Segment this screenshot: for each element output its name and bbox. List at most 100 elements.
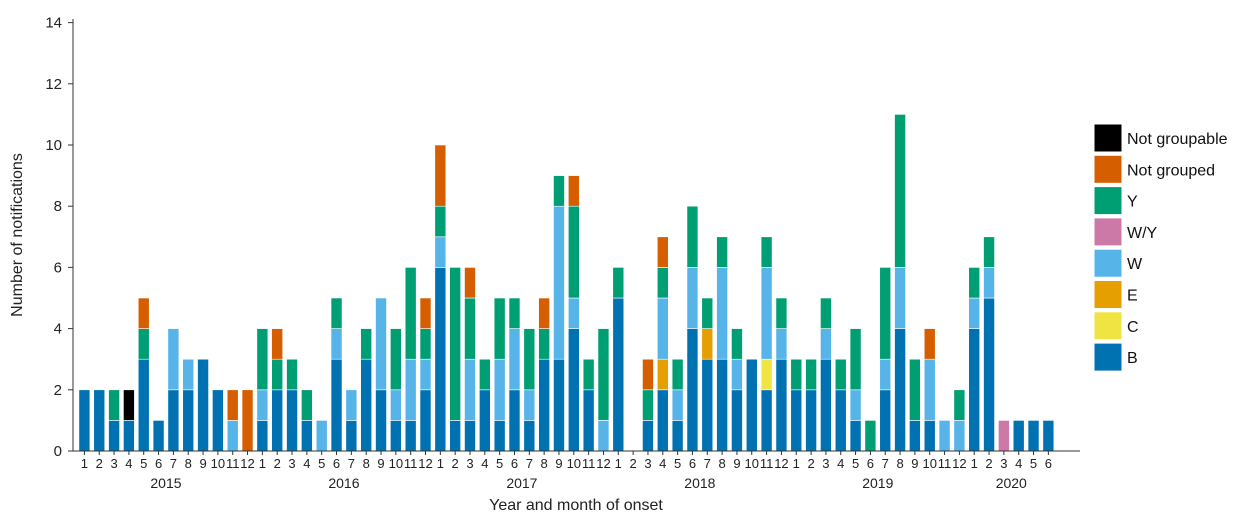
x-tick-label: 11	[582, 456, 596, 471]
bar-segment-not-grouped	[226, 389, 239, 421]
x-tick-label: 2	[630, 456, 637, 471]
bar-segment-w-y	[998, 420, 1010, 452]
bar-segment-b	[167, 389, 180, 452]
bar-segment-w	[464, 358, 476, 421]
x-tick-label: 4	[1015, 456, 1022, 471]
bar-segment-y	[449, 267, 461, 421]
legend-swatch-not-groupable	[1093, 123, 1123, 153]
x-tick-label: 5	[674, 456, 681, 471]
bar-segment-b	[745, 358, 758, 452]
bar-segment-w	[523, 389, 536, 421]
bar-segment-y	[953, 389, 966, 421]
bar-segment-not-groupable	[123, 389, 135, 421]
bar-segment-y	[553, 175, 565, 207]
bar-segment-b	[419, 389, 432, 452]
x-tick-label: 9	[199, 456, 206, 471]
bar-segment-y	[137, 328, 150, 360]
legend-swatch-b	[1093, 342, 1123, 372]
bar-segment-w	[390, 389, 402, 421]
bar-segment-w	[820, 328, 832, 360]
bar-segment-e	[656, 358, 669, 391]
bar-segment-y	[671, 358, 684, 391]
x-tick-label: 10	[745, 456, 759, 471]
bar-segment-b	[671, 420, 684, 452]
bars-layer	[78, 114, 1055, 452]
bar-segment-b	[479, 389, 491, 452]
x-tick-label: 10	[567, 456, 581, 471]
bar-segment-b	[93, 389, 106, 452]
x-tick-label: 9	[377, 456, 384, 471]
legend-label-c: C	[1127, 319, 1139, 336]
y-axis-title: Number of notifications	[9, 153, 26, 317]
bar-segment-not-grouped	[271, 328, 284, 360]
legend-swatch-w	[1093, 248, 1123, 278]
x-tick-label: 7	[704, 456, 711, 471]
bar-segment-b	[1042, 420, 1055, 452]
bar-segment-b	[434, 267, 447, 452]
year-label: 2019	[862, 475, 893, 491]
bar-segment-b	[923, 420, 936, 452]
x-tick-label: 11	[404, 456, 418, 471]
bar-segment-y	[834, 358, 847, 391]
bar-segment-y	[360, 328, 372, 360]
bar-segment-e	[701, 328, 714, 360]
bar-segment-b	[375, 389, 387, 452]
bar-segment-b	[612, 297, 625, 452]
year-label: 2016	[328, 475, 359, 491]
y-tick-label: 4	[54, 321, 62, 338]
bar-segment-not-grouped	[434, 144, 447, 207]
bar-segment-y	[775, 297, 788, 329]
x-tick-label: 1	[793, 456, 800, 471]
bar-segment-b	[820, 358, 832, 452]
bar-segment-y	[419, 328, 432, 360]
x-tick-label: 7	[348, 456, 355, 471]
bar-segment-w	[568, 297, 580, 329]
bar-segment-not-grouped	[923, 328, 936, 360]
bar-segment-b	[256, 420, 269, 452]
legend-label-e: E	[1127, 288, 1138, 305]
legend-label-w: W	[1127, 256, 1143, 273]
bar-segment-b	[582, 389, 595, 452]
bar-segment-w	[938, 420, 951, 452]
bar-segment-b	[731, 389, 743, 452]
bar-segment-y	[538, 328, 550, 360]
bar-segment-w	[731, 358, 743, 391]
x-tick-label: 5	[318, 456, 325, 471]
bar-segment-b	[523, 420, 536, 452]
bar-segment-b	[716, 358, 728, 452]
legend-swatch-e	[1093, 280, 1123, 309]
x-tick-label: 1	[437, 456, 444, 471]
x-tick-label: 2	[985, 456, 992, 471]
legend-label-y: Y	[1127, 194, 1138, 211]
x-tick-label: 6	[1045, 456, 1052, 471]
bar-segment-w	[968, 297, 981, 329]
x-axis-title: Year and month of onset	[489, 497, 663, 514]
bar-segment-w	[493, 358, 506, 421]
bar-segment-w	[775, 328, 788, 360]
year-label: 2017	[506, 475, 537, 491]
y-tick-label: 8	[54, 198, 62, 215]
legend-label-b: B	[1127, 350, 1138, 367]
x-tick-label: 9	[911, 456, 918, 471]
x-tick-label: 1	[81, 456, 88, 471]
bar-segment-w	[716, 267, 728, 360]
bar-segment-b	[271, 389, 284, 452]
bar-segment-b	[286, 389, 298, 452]
bar-segment-y	[301, 389, 313, 421]
bar-segment-b	[1027, 420, 1040, 452]
x-tick-label: 12	[596, 456, 610, 471]
bar-segment-y	[493, 297, 506, 360]
x-tick-label: 4	[659, 456, 666, 471]
x-tick-label: 8	[185, 456, 192, 471]
legend-label-not-grouped: Not grouped	[1127, 162, 1215, 179]
bar-segment-w	[404, 358, 417, 421]
bar-segment-w	[849, 389, 862, 421]
bar-segment-b	[493, 420, 506, 452]
x-tick-label: 2	[807, 456, 814, 471]
y-axis-ticks: 0 2 4 6 8 10 12 14	[45, 15, 73, 460]
bar-segment-b	[78, 389, 91, 452]
bar-segment-y	[805, 358, 817, 391]
bar-segment-b	[301, 420, 313, 452]
bar-segment-w	[597, 420, 610, 452]
